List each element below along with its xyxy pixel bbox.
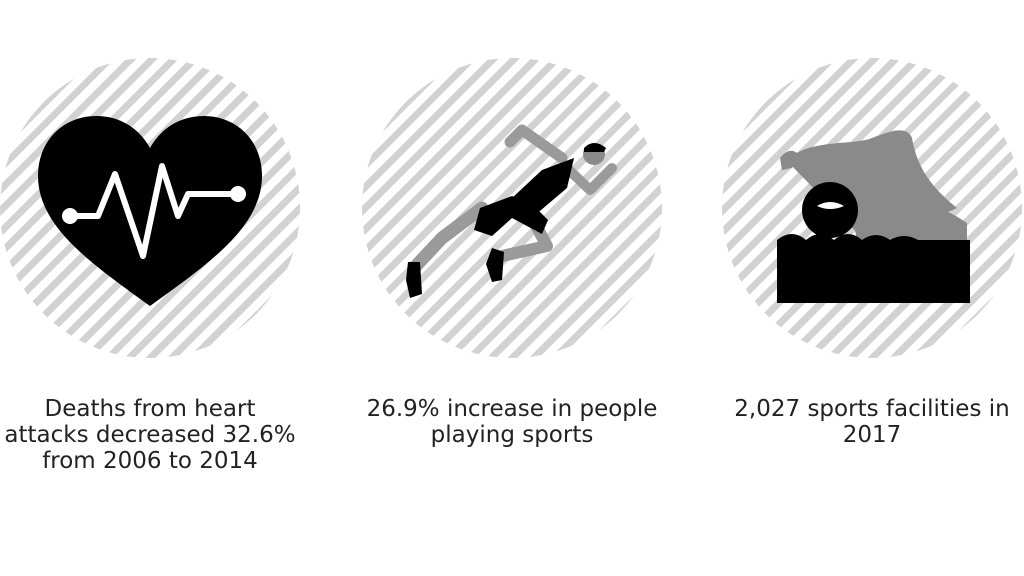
runner-icon bbox=[406, 124, 617, 298]
heartbeat-icon bbox=[38, 116, 262, 306]
stat-caption: 26.9% increase in people playing sports bbox=[366, 396, 658, 448]
stat-card-heart: Deaths from heart attacks decreased 32.6… bbox=[0, 0, 340, 576]
stat-card-runner: 26.9% increase in people playing sports bbox=[362, 0, 702, 576]
stat-card-swimmer: 2,027 sports facilities in 2017 bbox=[722, 0, 1024, 576]
stat-caption: Deaths from heart attacks decreased 32.6… bbox=[4, 396, 296, 474]
stat-caption: 2,027 sports facilities in 2017 bbox=[734, 396, 1010, 448]
swimmer-icon bbox=[777, 130, 970, 303]
